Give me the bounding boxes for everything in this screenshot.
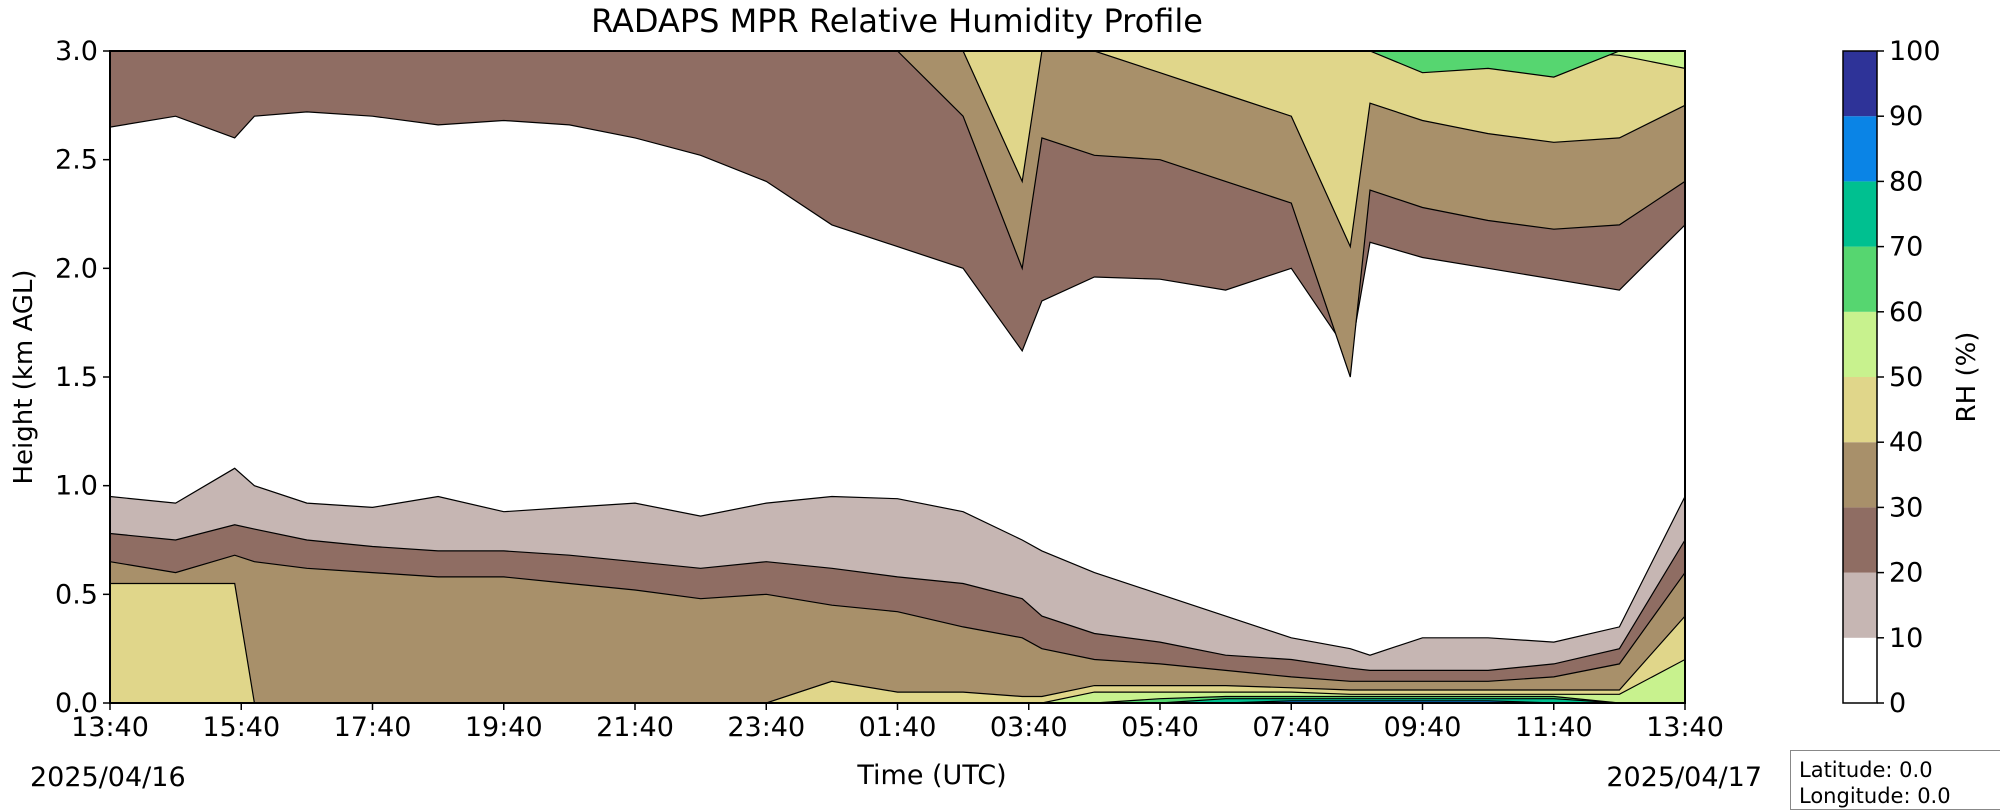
colorbar-tick-label: 70 <box>1889 232 1923 263</box>
y-tick-label: 0.0 <box>55 688 98 719</box>
colorbar-tick-label: 50 <box>1889 362 1923 393</box>
x-tick-label: 05:40 <box>1121 712 1199 743</box>
colorbar: 0 10 20 30 40 50 60 70 80 90 100 <box>1842 36 1941 719</box>
colorbar-tick-label: 60 <box>1889 297 1923 328</box>
x-tick-label: 13:40 <box>71 712 149 743</box>
plot-axes: 13:40 15:40 17:40 19:40 21:40 23:40 01:40 03:40… <box>55 36 1724 743</box>
rh-band-bottom-30 <box>110 554 1685 703</box>
y-tick-label: 2.5 <box>55 145 98 176</box>
x-tick-label: 13:40 <box>1646 712 1724 743</box>
colorbar-segment-10 <box>1843 572 1877 638</box>
latitude-text: Latitude: 0.0 <box>1799 758 1933 782</box>
colorbar-tick-label: 30 <box>1889 492 1923 523</box>
rh-band-top-60 <box>110 51 1685 78</box>
colorbar-tick-label: 40 <box>1889 427 1923 458</box>
x-tick-label: 09:40 <box>1384 712 1462 743</box>
y-tick-label: 2.0 <box>55 253 98 284</box>
x-tick-label: 21:40 <box>596 712 674 743</box>
x-tick-label: 19:40 <box>465 712 543 743</box>
colorbar-segment-50 <box>1843 311 1877 377</box>
x-tick-label: 23:40 <box>727 712 805 743</box>
colorbar-tick-label: 20 <box>1889 558 1923 589</box>
colorbar-tick-label: 10 <box>1889 623 1923 654</box>
y-axis-label: Height (km AGL) <box>9 269 39 484</box>
x-tick-label: 03:40 <box>990 712 1068 743</box>
rh-band-bottom-40 <box>110 582 1685 703</box>
rh-band-top-30 <box>110 51 1685 378</box>
rh-band-bottom-50 <box>110 658 1685 703</box>
y-tick-label: 0.5 <box>55 579 98 610</box>
colorbar-segment-70 <box>1843 181 1877 247</box>
y-tick-label: 1.5 <box>55 362 98 393</box>
x-tick-label: 01:40 <box>859 712 937 743</box>
colorbar-segment-30 <box>1843 442 1877 508</box>
colorbar-segment-60 <box>1843 246 1877 312</box>
x-tick-label: 11:40 <box>1515 712 1593 743</box>
colorbar-tick-label: 0 <box>1889 688 1906 719</box>
colorbar-segment-90 <box>1843 51 1877 117</box>
x-tick-label: 15:40 <box>202 712 280 743</box>
rh-band-top-40 <box>110 51 1685 249</box>
y-tick-label: 1.0 <box>55 471 98 502</box>
location-info-box: Latitude: 0.0 Longitude: 0.0 <box>1790 750 2000 810</box>
x-tick-label: 17:40 <box>334 712 412 743</box>
chart-title: RADAPS MPR Relative Humidity Profile <box>591 2 1203 40</box>
contour-layers <box>110 51 1685 703</box>
colorbar-segment-0 <box>1843 637 1877 703</box>
colorbar-segment-20 <box>1843 507 1877 573</box>
y-tick-label: 3.0 <box>55 36 98 67</box>
colorbar-tick-label: 100 <box>1889 36 1941 67</box>
colorbar-tick-label: 80 <box>1889 166 1923 197</box>
x-tick-label: 07:40 <box>1252 712 1330 743</box>
longitude-text: Longitude: 0.0 <box>1799 784 1951 808</box>
colorbar-label: RH (%) <box>1952 332 1982 423</box>
end-date-label: 2025/04/17 <box>1606 762 1762 793</box>
colorbar-tick-label: 90 <box>1889 101 1923 132</box>
colorbar-segment-80 <box>1843 116 1877 182</box>
start-date-label: 2025/04/16 <box>30 762 186 793</box>
colorbar-segment-40 <box>1843 377 1877 443</box>
x-axis-label: Time (UTC) <box>856 760 1006 791</box>
